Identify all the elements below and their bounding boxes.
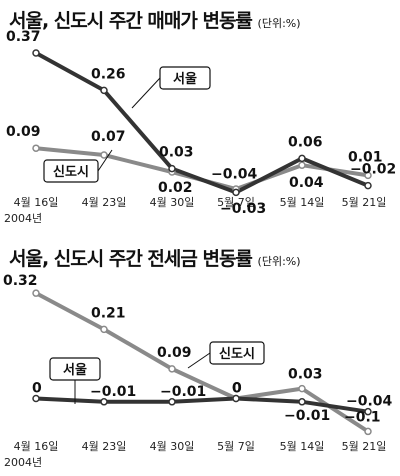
x-tick-label: 5월 14일 bbox=[280, 439, 325, 453]
jeonse-chart-panel: 서울, 신도시 주간 전세금 변동률 (단위:%) 4월 16일 4월 23일 4월… bbox=[0, 238, 400, 476]
data-label: 0.01 bbox=[348, 149, 383, 165]
data-point bbox=[232, 394, 240, 403]
legend-label: 신도시 bbox=[219, 347, 255, 362]
data-label: −0.04 bbox=[346, 394, 393, 410]
legend-pointer bbox=[187, 352, 211, 369]
data-label: 0 bbox=[232, 381, 242, 397]
x-tick-label: 4월 30일 bbox=[150, 439, 195, 453]
x-tick-label: 4월 30일 bbox=[150, 195, 195, 209]
data-point bbox=[298, 384, 306, 393]
data-label: 0.03 bbox=[288, 367, 323, 383]
data-label: 0.02 bbox=[158, 180, 193, 196]
x-tick-label: 4월 16일 bbox=[14, 195, 59, 209]
chart-title: 서울, 신도시 주간 전세금 변동률 (단위:%) bbox=[9, 248, 301, 270]
data-label: 0.26 bbox=[91, 66, 126, 82]
sale-price-chart-panel: 서울, 신도시 주간 매매가 변동률 (단위:%) 4월 16일 4월 23일 4월… bbox=[4, 10, 396, 225]
data-point bbox=[364, 171, 372, 180]
x-tick-label: 4월 16일 bbox=[14, 439, 59, 453]
data-point bbox=[364, 407, 372, 416]
legend-box bbox=[43, 159, 99, 183]
data-label: 0.03 bbox=[159, 145, 194, 161]
data-point bbox=[32, 394, 40, 403]
x-tick-label: 5월 14일 bbox=[280, 195, 325, 209]
x-tick-label: 5월 21일 bbox=[342, 195, 387, 209]
data-label: −0.1 bbox=[344, 409, 381, 425]
data-label: 0.04 bbox=[289, 175, 324, 191]
data-point bbox=[364, 427, 372, 436]
sale-price-line-chart: 4월 16일 4월 23일 4월 30일 5월 7일 5월 14일 5월 21일 2004년… bbox=[4, 29, 396, 225]
data-label: 0 bbox=[32, 381, 42, 397]
data-point bbox=[232, 188, 240, 197]
data-label: 0.09 bbox=[157, 345, 192, 361]
data-label: −0.01 bbox=[284, 408, 330, 424]
series-line bbox=[34, 51, 370, 195]
data-label: −0.01 bbox=[90, 384, 136, 400]
data-label: 0 bbox=[232, 381, 242, 397]
chart-title: 서울, 신도시 주간 매매가 변동률 (단위:%) bbox=[9, 10, 301, 32]
data-point bbox=[100, 325, 108, 334]
unit-label: (단위:%) bbox=[257, 255, 301, 268]
data-point bbox=[168, 365, 176, 373]
legend-pointer bbox=[131, 77, 161, 109]
unit-label: (단위:%) bbox=[257, 17, 301, 30]
legend-label: 서울 bbox=[173, 71, 197, 87]
series-line bbox=[34, 396, 370, 414]
data-label: −0.03 bbox=[220, 201, 266, 217]
legend-pointer bbox=[97, 149, 113, 172]
data-point bbox=[100, 398, 108, 406]
data-point bbox=[364, 181, 372, 190]
data-point bbox=[100, 86, 108, 95]
legend-label: 서울 bbox=[63, 362, 87, 378]
data-label: 0.21 bbox=[91, 305, 126, 321]
data-label: −0.04 bbox=[211, 166, 258, 182]
x-sub-label: 2004년 bbox=[4, 456, 42, 469]
data-label: −0.01 bbox=[160, 384, 206, 400]
data-point bbox=[168, 164, 176, 173]
data-point bbox=[298, 154, 306, 163]
jeonse-line-chart: 4월 16일 4월 23일 4월 30일 5월 7일 5월 14일 5월 21일 2004년… bbox=[3, 273, 393, 469]
series-line bbox=[34, 291, 370, 434]
data-point bbox=[32, 144, 40, 152]
data-point bbox=[298, 398, 306, 406]
data-label: 0.07 bbox=[91, 129, 126, 145]
data-point bbox=[298, 161, 306, 169]
data-label: 0.06 bbox=[288, 134, 323, 150]
data-label: 0.09 bbox=[6, 124, 41, 140]
legend-box bbox=[49, 357, 101, 381]
x-tick-label: 5월 21일 bbox=[342, 439, 387, 453]
data-label: 0.32 bbox=[3, 273, 38, 289]
x-tick-label: 4월 23일 bbox=[82, 195, 127, 209]
data-point bbox=[168, 398, 176, 406]
data-point bbox=[100, 151, 108, 159]
x-tick-label: 5월 7일 bbox=[217, 439, 255, 453]
legend-box bbox=[159, 66, 211, 90]
x-sub-label: 2004년 bbox=[4, 212, 42, 225]
x-tick-label: 4월 23일 bbox=[82, 439, 127, 453]
x-tick-label: 5월 7일 bbox=[217, 195, 255, 209]
data-point bbox=[32, 49, 40, 57]
data-label: −0.02 bbox=[350, 162, 396, 178]
legend-label: 신도시 bbox=[53, 165, 89, 180]
data-label: 0.37 bbox=[6, 29, 41, 45]
data-point bbox=[32, 289, 40, 297]
legend-box bbox=[209, 341, 265, 365]
